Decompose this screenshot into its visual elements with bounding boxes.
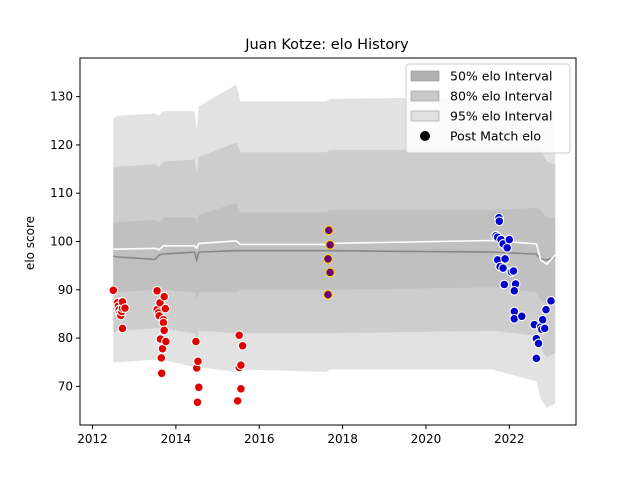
post-match-point [234,330,245,341]
legend-label: 95% elo Interval [450,109,552,124]
post-match-point [546,296,556,306]
post-match-point [502,242,513,253]
post-match-point [158,317,169,328]
y-tick-label: 100 [50,235,73,249]
post-match-point [509,285,520,296]
y-tick-label: 80 [58,331,73,345]
x-tick-label: 2016 [244,432,275,446]
post-match-point [161,336,171,347]
post-match-point [232,396,243,406]
post-match-point [533,338,544,349]
legend-label: Post Match elo [450,129,541,144]
x-tick-label: 2020 [411,432,442,446]
chart-title: Juan Kotze: elo History [244,37,409,53]
y-tick-label: 130 [50,90,73,104]
post-match-point [498,263,508,273]
legend-label: 50% elo Interval [450,69,552,84]
x-axis-ticks: 2012 2014 2016 2018 2020 2022 [77,425,525,446]
post-match-point [325,267,335,278]
post-match-point [537,314,548,325]
post-match-point [193,356,203,367]
post-match-point [323,225,334,236]
x-tick-label: 2018 [327,432,358,446]
post-match-point [156,368,167,379]
post-match-point [541,304,551,315]
post-match-point [117,323,128,334]
y-tick-label: 70 [58,379,73,393]
mean-elo-line [113,249,556,263]
post-match-point [156,353,167,363]
x-tick-label: 2012 [77,432,108,446]
post-match-point [191,336,201,347]
median-elo-line [113,239,556,266]
post-match-point [494,216,505,227]
post-match-point [236,360,246,370]
legend: 50% elo Interval 80% elo Interval 95% elo … [405,63,571,154]
legend-swatch [410,110,440,122]
post-match-point [159,325,170,336]
post-match-point [120,303,130,313]
post-match-point [508,266,519,276]
trend-lines [113,239,556,266]
post-match-point [193,382,204,393]
x-tick-label: 2022 [494,432,525,446]
plot-area [108,84,556,409]
post-match-point [323,289,333,300]
post-match-point [108,285,119,296]
post-match-point [325,240,335,250]
y-tick-label: 90 [58,283,73,297]
post-match-point [160,303,171,314]
post-match-point [500,254,510,264]
legend-swatch [410,70,440,82]
match-points [108,212,556,408]
post-match-point [504,234,515,245]
y-axis-label: elo score [23,216,37,270]
y-tick-label: 110 [50,186,73,200]
post-match-point [516,311,527,322]
post-match-point [236,383,246,394]
legend-label: 80% elo Interval [450,89,552,104]
post-match-point [539,323,550,334]
post-match-point [152,285,162,296]
y-tick-label: 120 [50,138,73,152]
post-match-point [159,291,170,302]
y-axis-ticks: 70 80 90 100 110 120 130 [50,90,80,393]
legend-marker [420,131,430,141]
post-match-point [531,353,542,364]
post-match-point [237,340,248,351]
post-match-point [499,279,510,290]
legend-box [405,63,571,154]
post-match-point [323,254,333,264]
band-50-interval [113,202,556,305]
x-tick-label: 2014 [161,432,192,446]
post-match-point [192,397,203,408]
legend-swatch [410,90,440,102]
